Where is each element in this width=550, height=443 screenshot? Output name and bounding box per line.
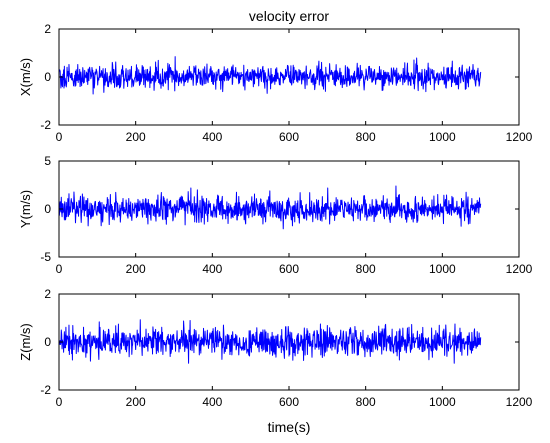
x-tick-label: 800 [356,395,376,409]
x-tick-label: 1000 [429,395,456,409]
subplot-2: 0 200 400 600 800 1000 1200 -5 0 5 Y(m/s) [18,154,533,276]
figure-title: velocity error [249,8,329,24]
x-tick-label: 1000 [429,262,456,276]
x-axis-label: time(s) [268,419,311,435]
x-tick-label: 600 [279,395,299,409]
x-tick-label: 1200 [506,262,533,276]
y-axis-label-1: X(m/s) [18,58,33,96]
x-tick-label: 600 [279,262,299,276]
series-line-1 [58,56,482,95]
x-tick-label: 1200 [506,395,533,409]
x-tick-label: 600 [279,130,299,144]
y-axis-label-2: Y(m/s) [18,190,33,228]
x-tick-label: 0 [56,262,63,276]
x-tick-label: 400 [202,262,222,276]
y-tick-label: 2 [44,287,51,301]
y-tick-label: 0 [44,335,51,349]
y-tick-label: 5 [44,154,51,168]
subplot-1: 0 200 400 600 800 1000 1200 -2 0 2 X(m/s) [18,22,533,144]
x-tick-label: 800 [356,262,376,276]
y-tick-label: -2 [40,383,51,397]
y-tick-label: 0 [44,70,51,84]
y-tick-label: -5 [40,250,51,264]
x-tick-label: 200 [126,262,146,276]
x-tick-label: 400 [202,395,222,409]
x-tick-label: 1200 [506,130,533,144]
series-line-2 [58,185,482,230]
x-tick-label: 800 [356,130,376,144]
x-tick-label: 400 [202,130,222,144]
y-tick-label: 0 [44,202,51,216]
x-tick-label: 0 [56,395,63,409]
y-tick-label: 2 [44,22,51,36]
y-tick-label: -2 [40,118,51,132]
series-line-3 [58,319,482,364]
subplot-3: 0 200 400 600 800 1000 1200 -2 0 2 Z(m/s) [18,287,533,409]
x-tick-label: 1000 [429,130,456,144]
x-tick-label: 200 [126,395,146,409]
x-tick-label: 200 [126,130,146,144]
y-axis-label-3: Z(m/s) [18,323,33,361]
x-tick-label: 0 [56,130,63,144]
